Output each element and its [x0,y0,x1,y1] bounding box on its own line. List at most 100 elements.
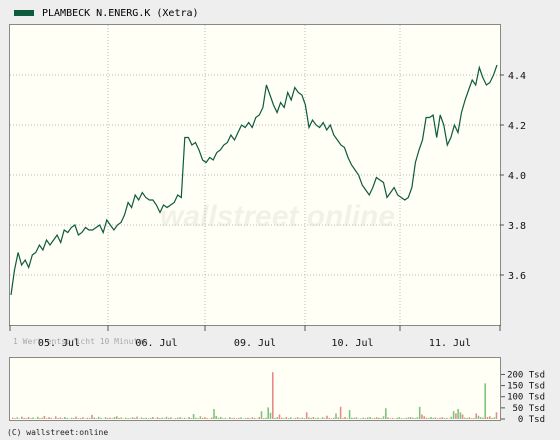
volume-bar-144 [337,417,340,419]
volume-bar-33 [86,417,89,419]
volume-bar-11 [36,416,39,419]
volume-bar-206 [477,415,480,419]
volume-bar-58 [143,418,145,419]
volume-bar-163 [380,418,383,419]
volume-bar-97 [231,418,233,419]
volume-bar-180 [418,406,421,420]
volume-bar-111 [262,418,265,419]
x-tick-label-1: 06. Jul [135,338,177,349]
volume-bar-69 [168,417,170,419]
volume-bar-23 [64,417,66,419]
volume-bar-179 [416,417,419,419]
volume-bar-173 [403,418,405,419]
volume-bar-187 [434,417,437,419]
volume-bar-125 [294,417,297,419]
volume-bar-199 [461,414,464,419]
legend-label: PLAMBECK N.ENERG.K (Xetra) [42,7,199,19]
volume-bar-161 [375,417,378,419]
volume-bar-212 [491,417,493,419]
volume-bar-101 [240,417,242,419]
volume-bar-57 [140,417,143,419]
x-tick-label-2: 09. Jul [234,338,276,349]
volume-bar-113 [267,407,269,419]
x-tick-label-0: 05. Jul [38,338,80,349]
volume-bar-183 [425,417,428,419]
volume-bar-147 [344,417,346,419]
legend-swatch [14,10,34,16]
volume-bar-47 [118,417,120,419]
volume-bar-142 [333,417,335,419]
volume-bar-83 [199,416,202,419]
volume-bar-159 [371,418,373,419]
volume-bar-70 [170,417,172,419]
volume-bar-17 [50,417,52,419]
volume-bar-52 [129,418,132,419]
volume-bar-2 [16,417,19,419]
volume-bar-190 [441,417,444,419]
volume-bar-66 [161,417,163,419]
volume-bar-60 [147,418,150,419]
volume-bar-120 [283,418,285,419]
volume-bar-162 [378,417,380,419]
volume-bar-184 [427,418,430,419]
volume-bar-12 [39,418,41,419]
y-tick-label-2: 4.0 [508,171,526,182]
volume-bar-103 [244,418,247,419]
volume-bar-178 [414,418,416,419]
x-tick-label-3: 10. Jul [331,338,373,349]
volume-bar-51 [127,418,129,419]
volume-bar-26 [70,417,73,419]
volume-bar-28 [75,416,77,419]
volume-bar-85 [204,417,206,419]
volume-y-tick-label-3: 150 Tsd [507,382,545,392]
volume-bar-37 [95,418,98,419]
volume-bar-45 [113,417,116,419]
volume-bar-79 [190,418,193,419]
volume-bar-9 [32,417,34,419]
volume-bar-164 [382,416,385,419]
volume-bar-140 [328,417,331,419]
volume-bar-1 [14,418,16,419]
volume-bar-62 [152,417,154,419]
volume-bar-14 [43,415,46,419]
volume-bar-24 [66,417,68,419]
volume-bar-92 [220,417,222,419]
volume-bar-61 [149,417,152,419]
volume-bar-177 [412,417,414,419]
volume-bar-82 [197,418,199,419]
volume-bar-73 [177,417,179,419]
volume-bar-43 [109,417,111,419]
volume-bar-20 [57,418,59,419]
volume-bar-39 [100,417,102,419]
volume-bar-154 [360,418,362,419]
volume-bar-182 [423,416,425,419]
volume-bar-44 [111,418,114,419]
volume-bar-181 [421,414,423,419]
volume-bar-41 [104,417,107,419]
price-chart-svg: 3.6 3.8 4.0 4.2 4.4 05. Jul 06. Jul 09. Jul 10. … [9,25,526,349]
volume-bar-91 [217,417,220,419]
volume-bar-68 [165,416,168,419]
volume-bar-93 [222,418,224,419]
volume-bar-130 [305,412,308,419]
y-tick-label-1: 3.8 [508,221,526,232]
volume-bar-35 [91,414,93,419]
volume-bar-152 [355,417,358,419]
volume-y-tick-label-4: 200 Tsd [507,370,545,380]
volume-bar-21 [59,417,62,419]
volume-bar-176 [409,417,412,419]
volume-bar-139 [326,415,328,419]
volume-bar-213 [493,417,496,419]
volume-bar-175 [407,417,410,419]
volume-bar-126 [296,417,299,419]
volume-bar-192 [446,417,448,419]
volume-bar-4 [21,416,23,419]
volume-bar-208 [482,417,484,419]
volume-bar-86 [206,418,208,419]
volume-bar-158 [369,417,371,419]
volume-bar-135 [317,417,319,419]
volume-bar-106 [251,417,254,419]
copyright-notice: (C) wallstreet:online [7,428,109,437]
volume-bar-117 [276,417,279,419]
volume-bar-89 [213,409,215,419]
